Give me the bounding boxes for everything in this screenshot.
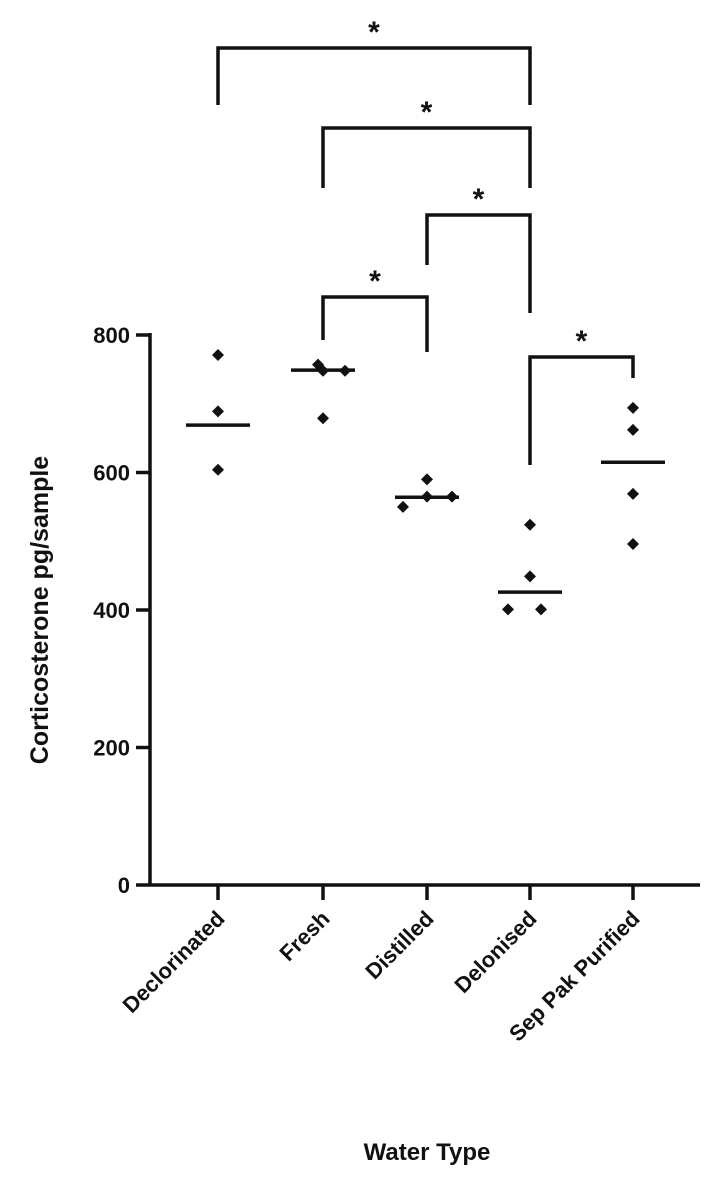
data-point (212, 405, 224, 418)
y-tick-label: 600 (93, 461, 130, 486)
significance-label: * (473, 183, 485, 216)
data-point (317, 412, 329, 425)
x-tick-label: Distilled (360, 906, 438, 984)
y-tick-label: 400 (93, 598, 130, 623)
data-point (627, 423, 639, 436)
data-point (627, 538, 639, 550)
x-axis-label: Water Type (364, 1139, 491, 1166)
data-point (627, 401, 639, 414)
significance-bracket (528, 355, 635, 465)
significance-label: * (576, 325, 588, 358)
y-tick-label: 200 (93, 736, 130, 761)
significance-bracket (216, 46, 532, 105)
data-point (502, 603, 514, 616)
significance-label: * (421, 96, 433, 129)
data-point (524, 570, 536, 583)
significance-label: * (368, 16, 380, 49)
data-point (535, 603, 547, 616)
x-tick-label: Declorinated (118, 906, 230, 1018)
data-point (212, 348, 224, 361)
significance-bracket (425, 213, 532, 313)
data-point (524, 518, 536, 531)
x-tick-label: Fresh (274, 906, 334, 966)
significance-bracket (321, 126, 532, 188)
y-tick-label: 800 (93, 323, 130, 348)
significance-label: * (369, 265, 381, 298)
x-tick-label: Delonised (450, 906, 542, 998)
data-point (397, 500, 409, 513)
y-tick-label: 0 (118, 873, 130, 898)
data-point (421, 473, 433, 486)
significance-bracket (321, 295, 429, 352)
y-axis-label: Corticosterone pg/sample (26, 456, 54, 764)
data-point (627, 487, 639, 500)
data-point (212, 463, 224, 476)
